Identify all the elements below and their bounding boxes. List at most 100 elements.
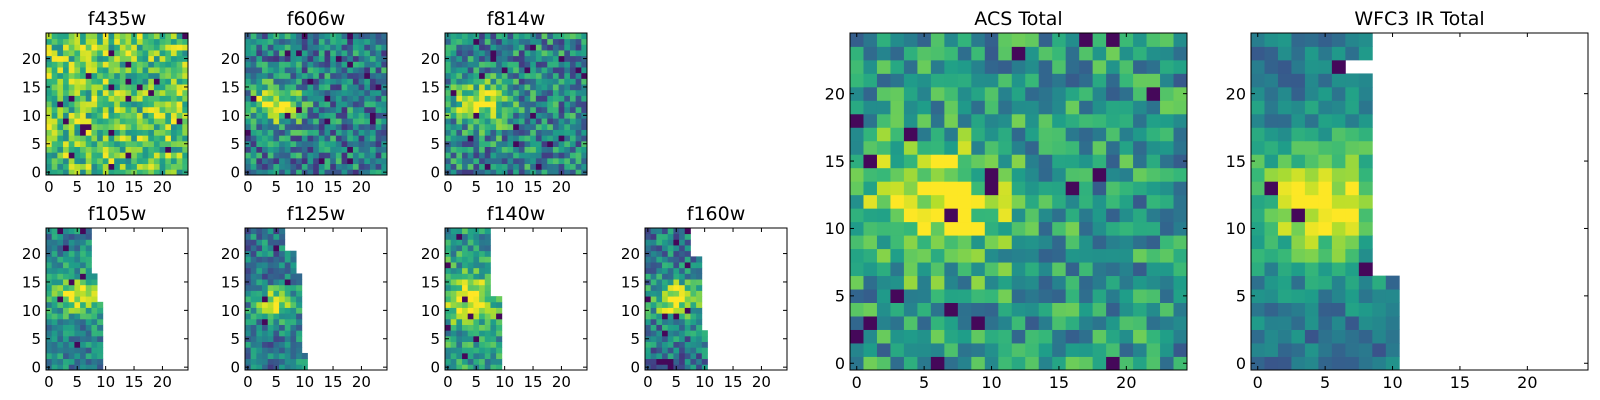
heatmap-cell (279, 55, 286, 62)
heatmap-cell (917, 329, 932, 344)
heatmap-cell (74, 163, 81, 170)
heatmap-cell (467, 44, 474, 51)
heatmap-cell (165, 163, 172, 170)
heatmap-cell (296, 61, 303, 68)
heatmap-cell (131, 44, 138, 51)
heatmap-cell (250, 78, 257, 85)
heatmap-cell (324, 84, 331, 91)
x-tick-label: 15 (523, 373, 542, 391)
heatmap-cell (324, 61, 331, 68)
heatmap-cell (296, 118, 303, 125)
heatmap-cell (74, 55, 81, 62)
heatmap-cell (85, 55, 92, 62)
heatmap-cell (456, 67, 463, 74)
heatmap-cell (530, 55, 537, 62)
heatmap-cell (250, 262, 257, 269)
heatmap-cell (673, 352, 680, 360)
heatmap-cell (256, 50, 263, 57)
panel-title-f606w: f606w (287, 8, 346, 30)
heatmap-cell (279, 163, 286, 170)
heatmap-cell (679, 250, 686, 257)
heatmap-cell (450, 284, 457, 291)
heatmap-cell (656, 341, 663, 348)
heatmap-cell (496, 364, 503, 371)
heatmap-cell (467, 239, 474, 246)
heatmap-cell (267, 95, 274, 102)
heatmap-cell (473, 352, 480, 360)
heatmap-cell (1065, 262, 1080, 277)
heatmap-cell (51, 307, 58, 314)
heatmap-cell (690, 324, 697, 331)
heatmap-cell (850, 140, 864, 155)
heatmap-cell (369, 72, 377, 79)
heatmap-cell (1146, 248, 1161, 263)
heatmap-cell (569, 50, 577, 57)
heatmap-cell (74, 140, 81, 147)
heatmap-cell (182, 118, 189, 125)
heatmap-cell (250, 324, 257, 331)
heatmap-cell (445, 61, 452, 68)
heatmap-cell (479, 347, 486, 354)
heatmap-cell (547, 106, 554, 113)
heatmap-cell (335, 129, 342, 136)
heatmap-cell (381, 44, 388, 51)
heatmap-cell (450, 140, 457, 147)
heatmap-cell (159, 157, 166, 165)
heatmap-cell (347, 33, 354, 40)
heatmap-cell (450, 335, 457, 342)
heatmap-cell (256, 55, 263, 62)
heatmap-cell (85, 101, 92, 108)
heatmap-cell (1264, 127, 1279, 142)
heatmap-cell (501, 129, 508, 136)
heatmap-cell (479, 61, 486, 68)
heatmap-cell (46, 67, 53, 74)
heatmap-cell (125, 61, 132, 68)
heatmap-cell (1264, 235, 1279, 250)
heatmap-cell (467, 112, 474, 119)
heatmap-cell (944, 194, 959, 209)
heatmap-cell (290, 78, 297, 85)
heatmap-cell (335, 146, 342, 153)
heatmap-cell (250, 267, 257, 274)
heatmap-cell (136, 61, 143, 68)
heatmap-cell (279, 245, 286, 252)
heatmap-cell (1304, 316, 1319, 330)
heatmap-cell (445, 89, 452, 96)
heatmap-cell (68, 290, 75, 297)
heatmap-cell (1251, 73, 1265, 88)
heatmap-cell (313, 101, 320, 108)
heatmap-cell (696, 256, 703, 263)
heatmap-cell (450, 307, 457, 314)
heatmap-cell (51, 239, 58, 246)
heatmap-cell (267, 239, 274, 246)
heatmap-cell (850, 59, 864, 74)
heatmap-cell (507, 146, 514, 153)
heatmap-cell (97, 78, 104, 85)
heatmap-cell (267, 112, 274, 119)
heatmap-cell (63, 301, 70, 308)
heatmap-cell (1251, 86, 1265, 101)
heatmap-cell (148, 55, 155, 62)
heatmap-cell (290, 364, 297, 371)
heatmap-cell (245, 267, 252, 274)
heatmap-cell (290, 67, 297, 74)
heatmap-cell (1277, 154, 1292, 169)
heatmap-cell (290, 335, 297, 342)
heatmap-cell (1065, 59, 1080, 74)
heatmap-cell (957, 181, 972, 196)
heatmap-cell (467, 290, 474, 297)
y-tick-label: 20 (22, 50, 41, 68)
heatmap-cell (245, 118, 252, 125)
heatmap-cell (80, 307, 87, 314)
heatmap-cell (456, 123, 463, 130)
heatmap-cell (645, 324, 652, 331)
heatmap-cell (917, 33, 932, 47)
heatmap-cell (944, 302, 959, 317)
heatmap-cell (182, 61, 189, 68)
heatmap-cell (63, 106, 70, 113)
heatmap-cell (46, 50, 53, 57)
heatmap-cell (1133, 316, 1147, 330)
heatmap-cell (944, 59, 959, 74)
heatmap-cell (296, 89, 303, 96)
heatmap-cell (984, 181, 999, 196)
